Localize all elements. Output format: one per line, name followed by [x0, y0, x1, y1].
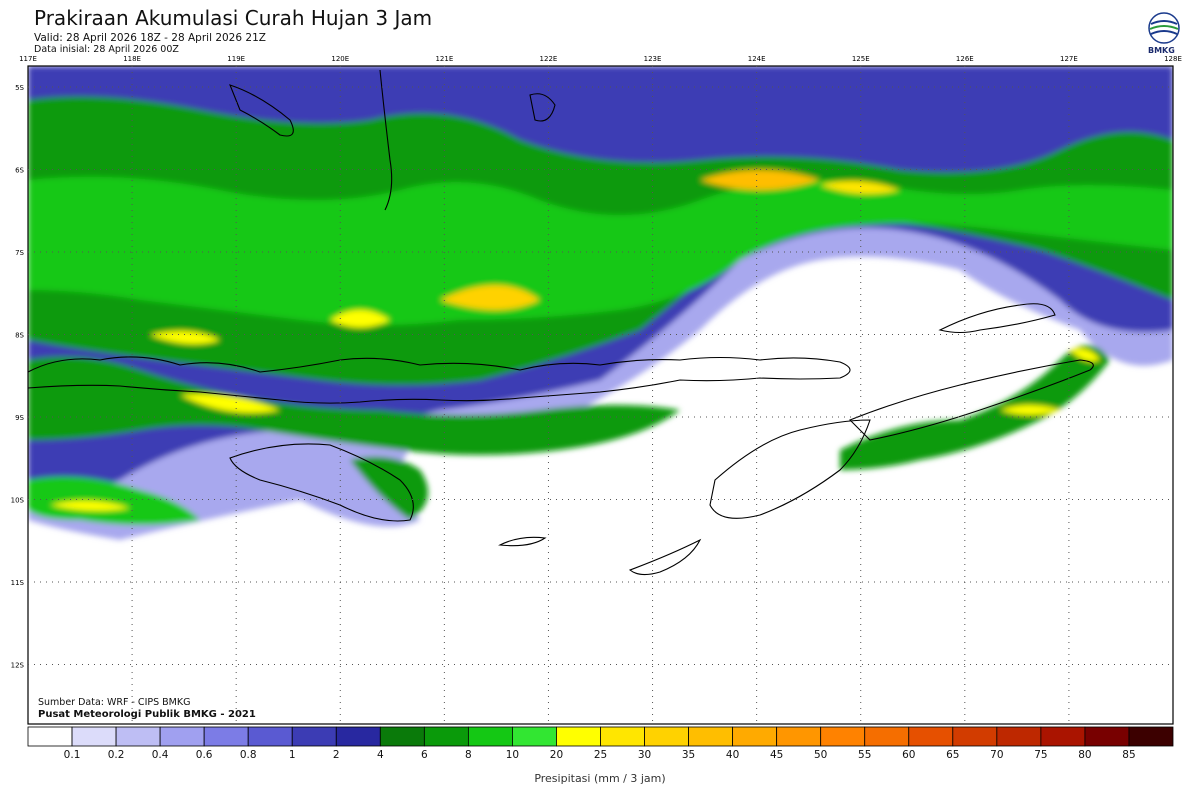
- colorbar-swatch: [864, 726, 910, 747]
- precip-field: [28, 66, 1173, 724]
- map-title: Prakiraan Akumulasi Curah Hujan 3 Jam: [34, 6, 433, 30]
- colorbar-swatch: [335, 726, 381, 747]
- colorbar-tick-label: 55: [858, 749, 872, 761]
- colorbar-tick-label: 0.4: [151, 749, 169, 761]
- longitude-label: 124E: [748, 55, 766, 63]
- longitude-label: 126E: [956, 55, 974, 63]
- colorbar-tick-label: 50: [814, 749, 828, 761]
- colorbar-swatch: [1040, 726, 1086, 747]
- colorbar-tick-label: 0.2: [107, 749, 125, 761]
- latitude-label: 11S: [11, 579, 25, 587]
- latitude-label: 7S: [15, 249, 24, 257]
- colorbar-swatch: [1128, 726, 1174, 747]
- longitude-label: 123E: [644, 55, 662, 63]
- colorbar-tick-label: 25: [593, 749, 608, 761]
- colorbar-swatch: [247, 726, 293, 747]
- data-source: Sumber Data: WRF - CIPS BMKG: [38, 697, 191, 708]
- colorbar-swatch: [776, 726, 822, 747]
- colorbar-tick-label: 4: [376, 749, 384, 761]
- colorbar-swatch: [820, 726, 866, 747]
- longitude-label: 127E: [1060, 55, 1078, 63]
- init-time: Data inisial: 28 April 2026 00Z: [34, 44, 179, 55]
- coastlines: [28, 69, 1094, 576]
- bmkg-logo-icon: [1148, 12, 1180, 44]
- colorbar-tick-label: 40: [725, 749, 740, 761]
- longitude-label: 122E: [540, 55, 558, 63]
- colorbar-swatch: [952, 726, 998, 747]
- colorbar-swatch: [115, 726, 161, 747]
- colorbar-swatch: [556, 726, 601, 747]
- colorbar-tick-label: 65: [946, 749, 960, 761]
- colorbar-swatch: [908, 726, 954, 747]
- colorbar-title: Presipitasi (mm / 3 jam): [534, 772, 666, 785]
- colorbar-tick-label: 1: [288, 749, 296, 761]
- colorbar-tick-label: 80: [1078, 749, 1092, 761]
- longitude-label: 128E: [1164, 55, 1182, 63]
- latitude-label: 12S: [11, 662, 25, 670]
- colorbar-tick-label: 2: [332, 749, 340, 761]
- colorbar-tick-label: 0.8: [239, 749, 257, 761]
- colorbar-tick-label: 0.1: [63, 749, 81, 761]
- longitude-label: 117E: [19, 55, 37, 63]
- colorbar-swatch: [379, 726, 425, 747]
- longitude-label: 120E: [331, 55, 349, 63]
- colorbar-swatch: [203, 726, 249, 747]
- latitude-label: 10S: [11, 497, 25, 505]
- latitude-label: 6S: [15, 167, 24, 175]
- colorbar-swatch: [467, 726, 513, 747]
- colorbar-tick-label: 20: [549, 749, 564, 761]
- colorbar-swatch: [423, 726, 469, 747]
- colorbar-swatch: [291, 726, 337, 747]
- latitude-label: 8S: [15, 332, 24, 340]
- longitude-label: 118E: [123, 55, 141, 63]
- colorbar-swatch: [159, 726, 205, 747]
- colorbar-swatch: [732, 726, 778, 747]
- colorbar-tick-label: 70: [990, 749, 1004, 761]
- logo-label: BMKG: [1148, 46, 1175, 55]
- colorbar-tick-label: 85: [1122, 749, 1136, 761]
- colorbar-tick-label: 10: [505, 749, 520, 761]
- colorbar-swatch: [644, 726, 689, 747]
- longitude-labels: 117E 118E 119E 120E 121E 122E 123E 124E 125E 126E…: [19, 55, 1182, 63]
- latitude-label: 5S: [15, 84, 24, 92]
- colorbar-swatch: [996, 726, 1042, 747]
- colorbar-swatch: [71, 726, 117, 747]
- colorbar-tick-label: 60: [902, 749, 916, 761]
- graticule: [28, 66, 1173, 724]
- colorbar-swatch: [512, 726, 557, 747]
- credit-line: Pusat Meteorologi Publik BMKG - 2021: [38, 709, 256, 720]
- valid-period: Valid: 28 April 2026 18Z - 28 April 2026…: [34, 32, 266, 44]
- map-frame: [27, 65, 1174, 725]
- colorbar-swatch: [600, 726, 645, 747]
- colorbar-tick-label: 8: [465, 749, 472, 761]
- colorbar-swatch: [1084, 726, 1130, 747]
- colorbar-swatch: [27, 726, 73, 747]
- colorbar-tick-label: 75: [1034, 749, 1048, 761]
- latitude-labels: 5S 6S 7S 8S 9S 10S 11S 12S: [11, 84, 25, 670]
- colorbar: [27, 726, 1174, 747]
- colorbar-tick-label: 35: [681, 749, 696, 761]
- colorbar-tick-label: 45: [769, 749, 784, 761]
- longitude-label: 119E: [227, 55, 245, 63]
- colorbar-swatch: [688, 726, 734, 747]
- colorbar-tick-label: 6: [421, 749, 428, 761]
- latitude-label: 9S: [15, 414, 24, 422]
- longitude-label: 121E: [435, 55, 453, 63]
- colorbar-tick-label: 0.6: [195, 749, 213, 761]
- colorbar-tick-label: 30: [637, 749, 652, 761]
- longitude-label: 125E: [852, 55, 870, 63]
